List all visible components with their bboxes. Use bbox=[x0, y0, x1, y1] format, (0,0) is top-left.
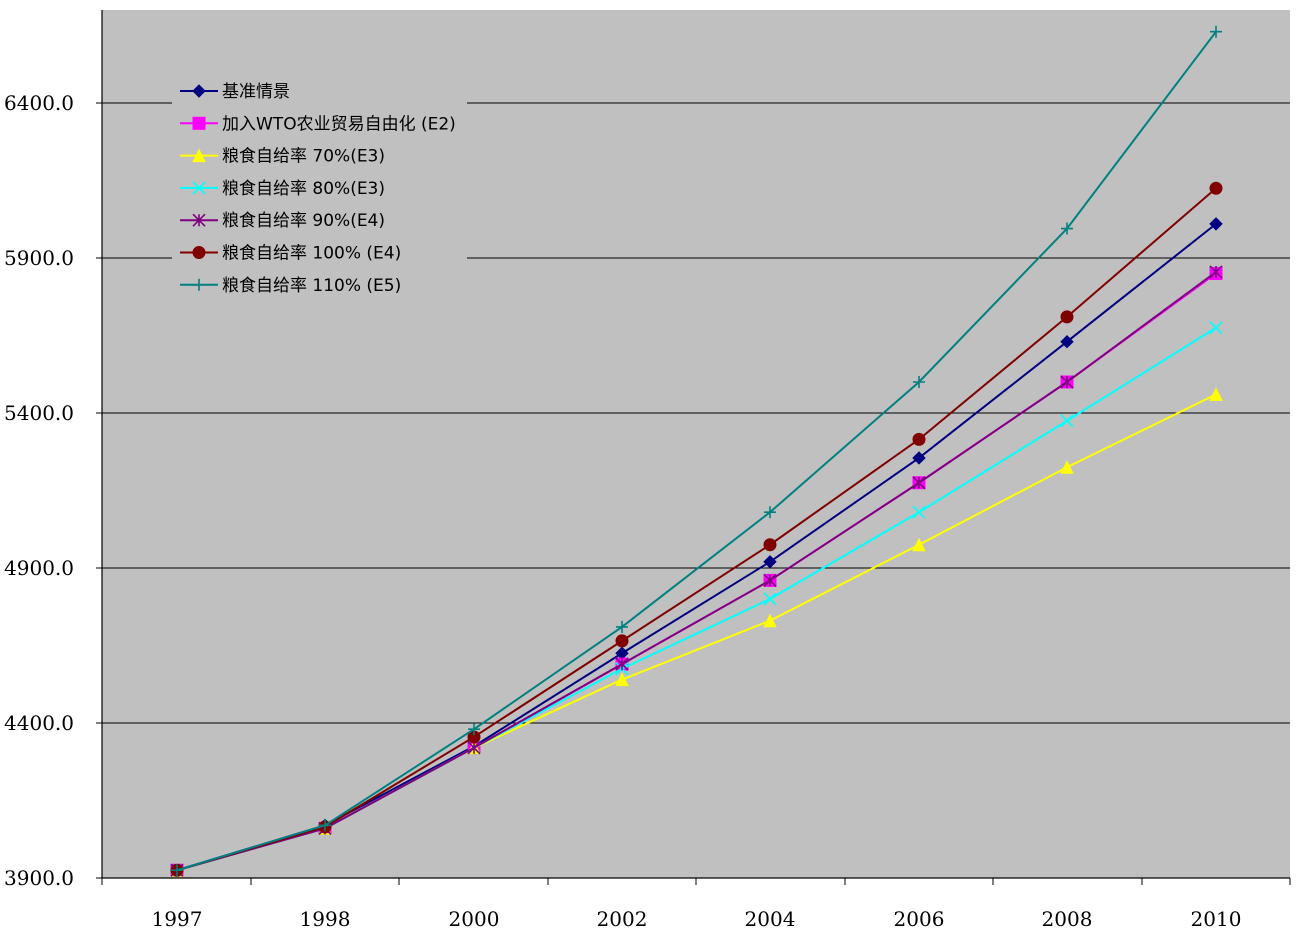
data-point bbox=[192, 116, 206, 130]
data-point bbox=[912, 505, 926, 519]
legend-label: 加入WTO农业贸易自由化 (E2) bbox=[222, 114, 456, 134]
data-point bbox=[193, 278, 205, 291]
data-point bbox=[1210, 25, 1222, 38]
data-point bbox=[763, 613, 777, 628]
data-point bbox=[1209, 321, 1223, 335]
legend-label: 粮食自给率 90%(E4) bbox=[222, 211, 385, 231]
y-tick-label: 6400.0 bbox=[4, 91, 74, 115]
data-point bbox=[764, 506, 776, 519]
x-tick-label: 2002 bbox=[597, 907, 648, 931]
data-point bbox=[615, 672, 629, 687]
legend-label: 粮食自给率 100% (E4) bbox=[222, 244, 401, 264]
series-line bbox=[176, 187, 1217, 872]
data-point bbox=[616, 620, 628, 633]
data-point bbox=[171, 864, 183, 877]
legend-label: 粮食自给率 80%(E3) bbox=[222, 179, 385, 199]
legend-item: 加入WTO农业贸易自由化 (E2) bbox=[180, 114, 456, 134]
series-7 bbox=[171, 25, 1222, 877]
data-point bbox=[192, 84, 206, 98]
legend-item: 粮食自给率 100% (E4) bbox=[180, 244, 401, 264]
axes: 3900.0 4400.0 4900.0 5400.0 5900.0 6400.0 1997… bbox=[4, 10, 1291, 931]
y-tick-label: 4900.0 bbox=[4, 556, 74, 580]
legend-label: 粮食自给率 110% (E5) bbox=[222, 276, 401, 296]
legend-item: 粮食自给率 90%(E4) bbox=[180, 211, 385, 231]
data-point bbox=[1061, 222, 1073, 235]
data-point bbox=[763, 555, 777, 569]
x-tick-label: 2006 bbox=[894, 907, 945, 931]
x-tick-label: 1997 bbox=[152, 907, 203, 931]
legend-item: 粮食自给率 110% (E5) bbox=[180, 276, 401, 296]
legend-item: 粮食自给率 70%(E3) bbox=[180, 147, 385, 167]
data-point bbox=[615, 657, 629, 671]
y-tick-label: 5400.0 bbox=[4, 401, 74, 425]
data-point bbox=[763, 538, 777, 552]
data-point bbox=[468, 723, 480, 736]
data-point bbox=[1060, 460, 1074, 474]
data-point bbox=[1209, 217, 1223, 231]
x-tick-label: 2010 bbox=[1191, 907, 1242, 931]
series-line bbox=[176, 271, 1217, 872]
legend-item: 粮食自给率 80%(E3) bbox=[180, 179, 385, 199]
data-point bbox=[912, 476, 926, 490]
data-point bbox=[1209, 265, 1223, 279]
data-point bbox=[763, 592, 777, 606]
data-point bbox=[1060, 375, 1074, 389]
series-line bbox=[176, 31, 1217, 872]
data-point bbox=[319, 819, 331, 832]
x-tick-label: 2008 bbox=[1042, 907, 1093, 931]
data-point bbox=[615, 634, 629, 648]
data-point bbox=[1060, 310, 1074, 324]
data-point bbox=[913, 376, 925, 388]
data-point bbox=[1209, 181, 1223, 195]
y-tick-label: 3900.0 bbox=[4, 866, 74, 890]
legend-label: 基准情景 bbox=[222, 82, 290, 102]
data-point bbox=[467, 741, 481, 755]
data-point bbox=[912, 451, 926, 465]
data-point bbox=[192, 213, 206, 227]
data-point bbox=[912, 432, 926, 446]
y-tick-label: 4400.0 bbox=[4, 711, 74, 735]
data-point bbox=[192, 148, 206, 163]
series-lines bbox=[170, 25, 1223, 877]
data-point bbox=[1060, 334, 1074, 349]
x-tick-label: 1998 bbox=[300, 907, 351, 931]
legend-label: 粮食自给率 70%(E3) bbox=[222, 147, 385, 167]
data-point bbox=[192, 181, 206, 195]
data-point bbox=[1060, 414, 1074, 428]
x-tick-label: 2000 bbox=[449, 907, 500, 931]
x-tick-label: 2004 bbox=[745, 907, 796, 931]
data-point bbox=[192, 246, 206, 259]
legend-box bbox=[172, 72, 467, 304]
y-tick-label: 5900.0 bbox=[4, 246, 74, 270]
data-point bbox=[912, 537, 926, 552]
legend-item: 基准情景 bbox=[180, 82, 290, 102]
data-point bbox=[1209, 387, 1223, 401]
data-point bbox=[763, 573, 777, 587]
